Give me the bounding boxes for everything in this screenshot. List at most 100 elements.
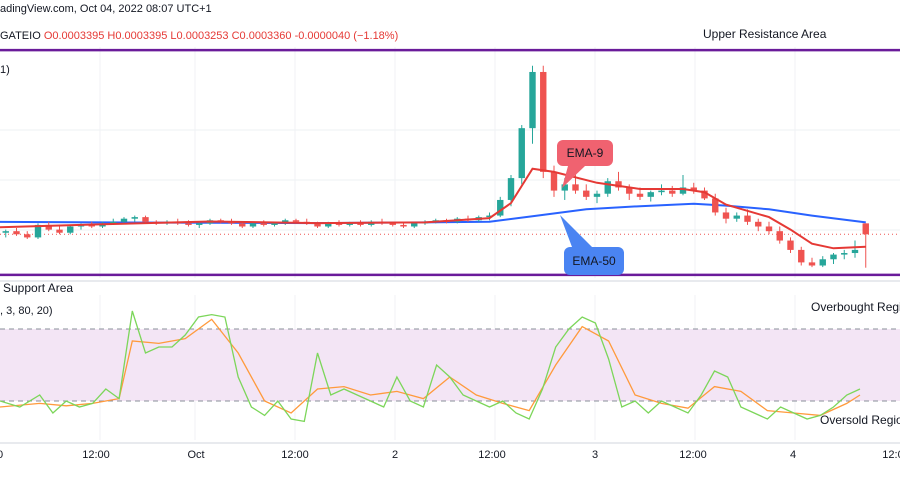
upper-resistance-label: Upper Resistance Area [703, 27, 827, 41]
x-tick-label: Oct [187, 449, 204, 461]
candle-body [24, 234, 31, 238]
ema-9-callout-bg [557, 140, 613, 166]
candle-body [507, 178, 515, 200]
candle-body [669, 190, 676, 194]
candle-body [647, 192, 654, 197]
support-area-label: Support Area [3, 281, 74, 295]
candle-body [142, 217, 149, 222]
candle-body [722, 212, 730, 219]
candle-body [2, 231, 9, 233]
candle-body [604, 181, 611, 194]
oversold-label: Oversold Regio [820, 413, 900, 427]
candle-body [701, 190, 708, 199]
ema-50-callout-pointer [560, 215, 592, 247]
candle-body [411, 223, 418, 227]
candle-body [830, 254, 837, 260]
candle-body [45, 224, 52, 230]
x-tick-label: 12:0 [882, 449, 900, 461]
candle-body [400, 224, 407, 227]
candle-body [787, 240, 794, 250]
x-tick-label: 12:00 [679, 449, 707, 461]
candle-body [346, 223, 353, 225]
candle-body [808, 262, 816, 266]
overbought-label: Overbought Regi [811, 300, 900, 314]
candle-body [593, 193, 601, 197]
candles-layer [2, 65, 869, 268]
ema-9-callout: EMA-9 [557, 140, 613, 166]
candle-body [540, 71, 547, 172]
candle-body [690, 187, 697, 191]
candle-body [325, 223, 332, 227]
candle-body [497, 199, 504, 216]
x-tick-label: 2 [392, 449, 398, 461]
candle-body [798, 249, 805, 263]
candle-body [249, 223, 257, 227]
candle-body [486, 215, 493, 218]
candle-body [314, 223, 321, 227]
ema-50-label: EMA-50 [572, 254, 616, 268]
candle-body [561, 184, 568, 191]
ema-9-line [0, 167, 866, 250]
candle-body [765, 226, 773, 232]
price-indicator-fragment: 1) [0, 64, 10, 76]
candle-body [572, 184, 579, 191]
candle-body [862, 223, 869, 235]
x-tick-label: 12:00 [82, 449, 110, 461]
stoch-indicator-label: , 3, 80, 20) [0, 305, 53, 317]
candle-body [744, 215, 751, 222]
candle-body [196, 223, 203, 225]
zone-lines [0, 48, 900, 277]
candle-body [110, 221, 117, 224]
x-tick-label: 3 [592, 449, 598, 461]
x-axis: 0 12:00 Oct 12:00 2 12:00 3 12:00 4 12:0 [0, 449, 900, 461]
header-ohlc-row: GATEIO O0.0003395 H0.0003395 L0.0003253 … [0, 30, 398, 42]
candle-body [851, 249, 859, 254]
candle-body [733, 215, 740, 219]
stoch-d-line [0, 318, 861, 417]
ema-9-callout-pointer [562, 166, 585, 188]
stochastic-layer [0, 310, 900, 423]
candle-body [389, 223, 396, 225]
candle-body [120, 218, 128, 222]
candle-body [626, 187, 633, 194]
candle-body [518, 128, 525, 179]
x-tick-label: 12:00 [281, 449, 309, 461]
header-ohlc: O0.0003395 H0.0003395 L0.0003253 C0.0003… [43, 30, 399, 42]
candle-body [636, 193, 644, 197]
candle-body [550, 171, 558, 191]
candle-body [260, 223, 267, 225]
stoch-band [0, 329, 900, 401]
candle-body [335, 223, 343, 225]
ema-callouts [557, 140, 624, 275]
candle-body [67, 226, 74, 233]
candle-body [34, 224, 42, 238]
candle-body [658, 190, 665, 193]
candle-body [357, 223, 364, 225]
candle-body [841, 253, 848, 255]
header-symbol: GATEIO [0, 30, 41, 42]
candle-body [679, 187, 687, 194]
candle-body [292, 220, 300, 222]
ema-9-label: EMA-9 [566, 146, 604, 160]
stoch-k-line [0, 310, 861, 423]
candle-body [776, 231, 783, 241]
candle-body [755, 221, 762, 227]
x-tick-label: 4 [790, 449, 796, 461]
candle-body [88, 224, 95, 227]
ema-50-callout-bg [564, 247, 624, 275]
ema-9-layer [0, 167, 866, 250]
candle-body [271, 223, 278, 225]
candle-body [529, 71, 536, 129]
x-tick-label: 12:00 [478, 449, 506, 461]
candle-body [13, 231, 20, 235]
candle-body [239, 223, 246, 227]
candle-body [185, 223, 192, 225]
ema-50-callout: EMA-50 [564, 247, 624, 275]
candle-body [615, 181, 622, 188]
x-tick-label: 0 [0, 449, 3, 461]
candle-body [56, 229, 63, 233]
candle-body [131, 217, 138, 219]
header-source: adingView.com, Oct 04, 2022 08:07 UTC+1 [0, 3, 212, 15]
candle-body [712, 198, 719, 213]
